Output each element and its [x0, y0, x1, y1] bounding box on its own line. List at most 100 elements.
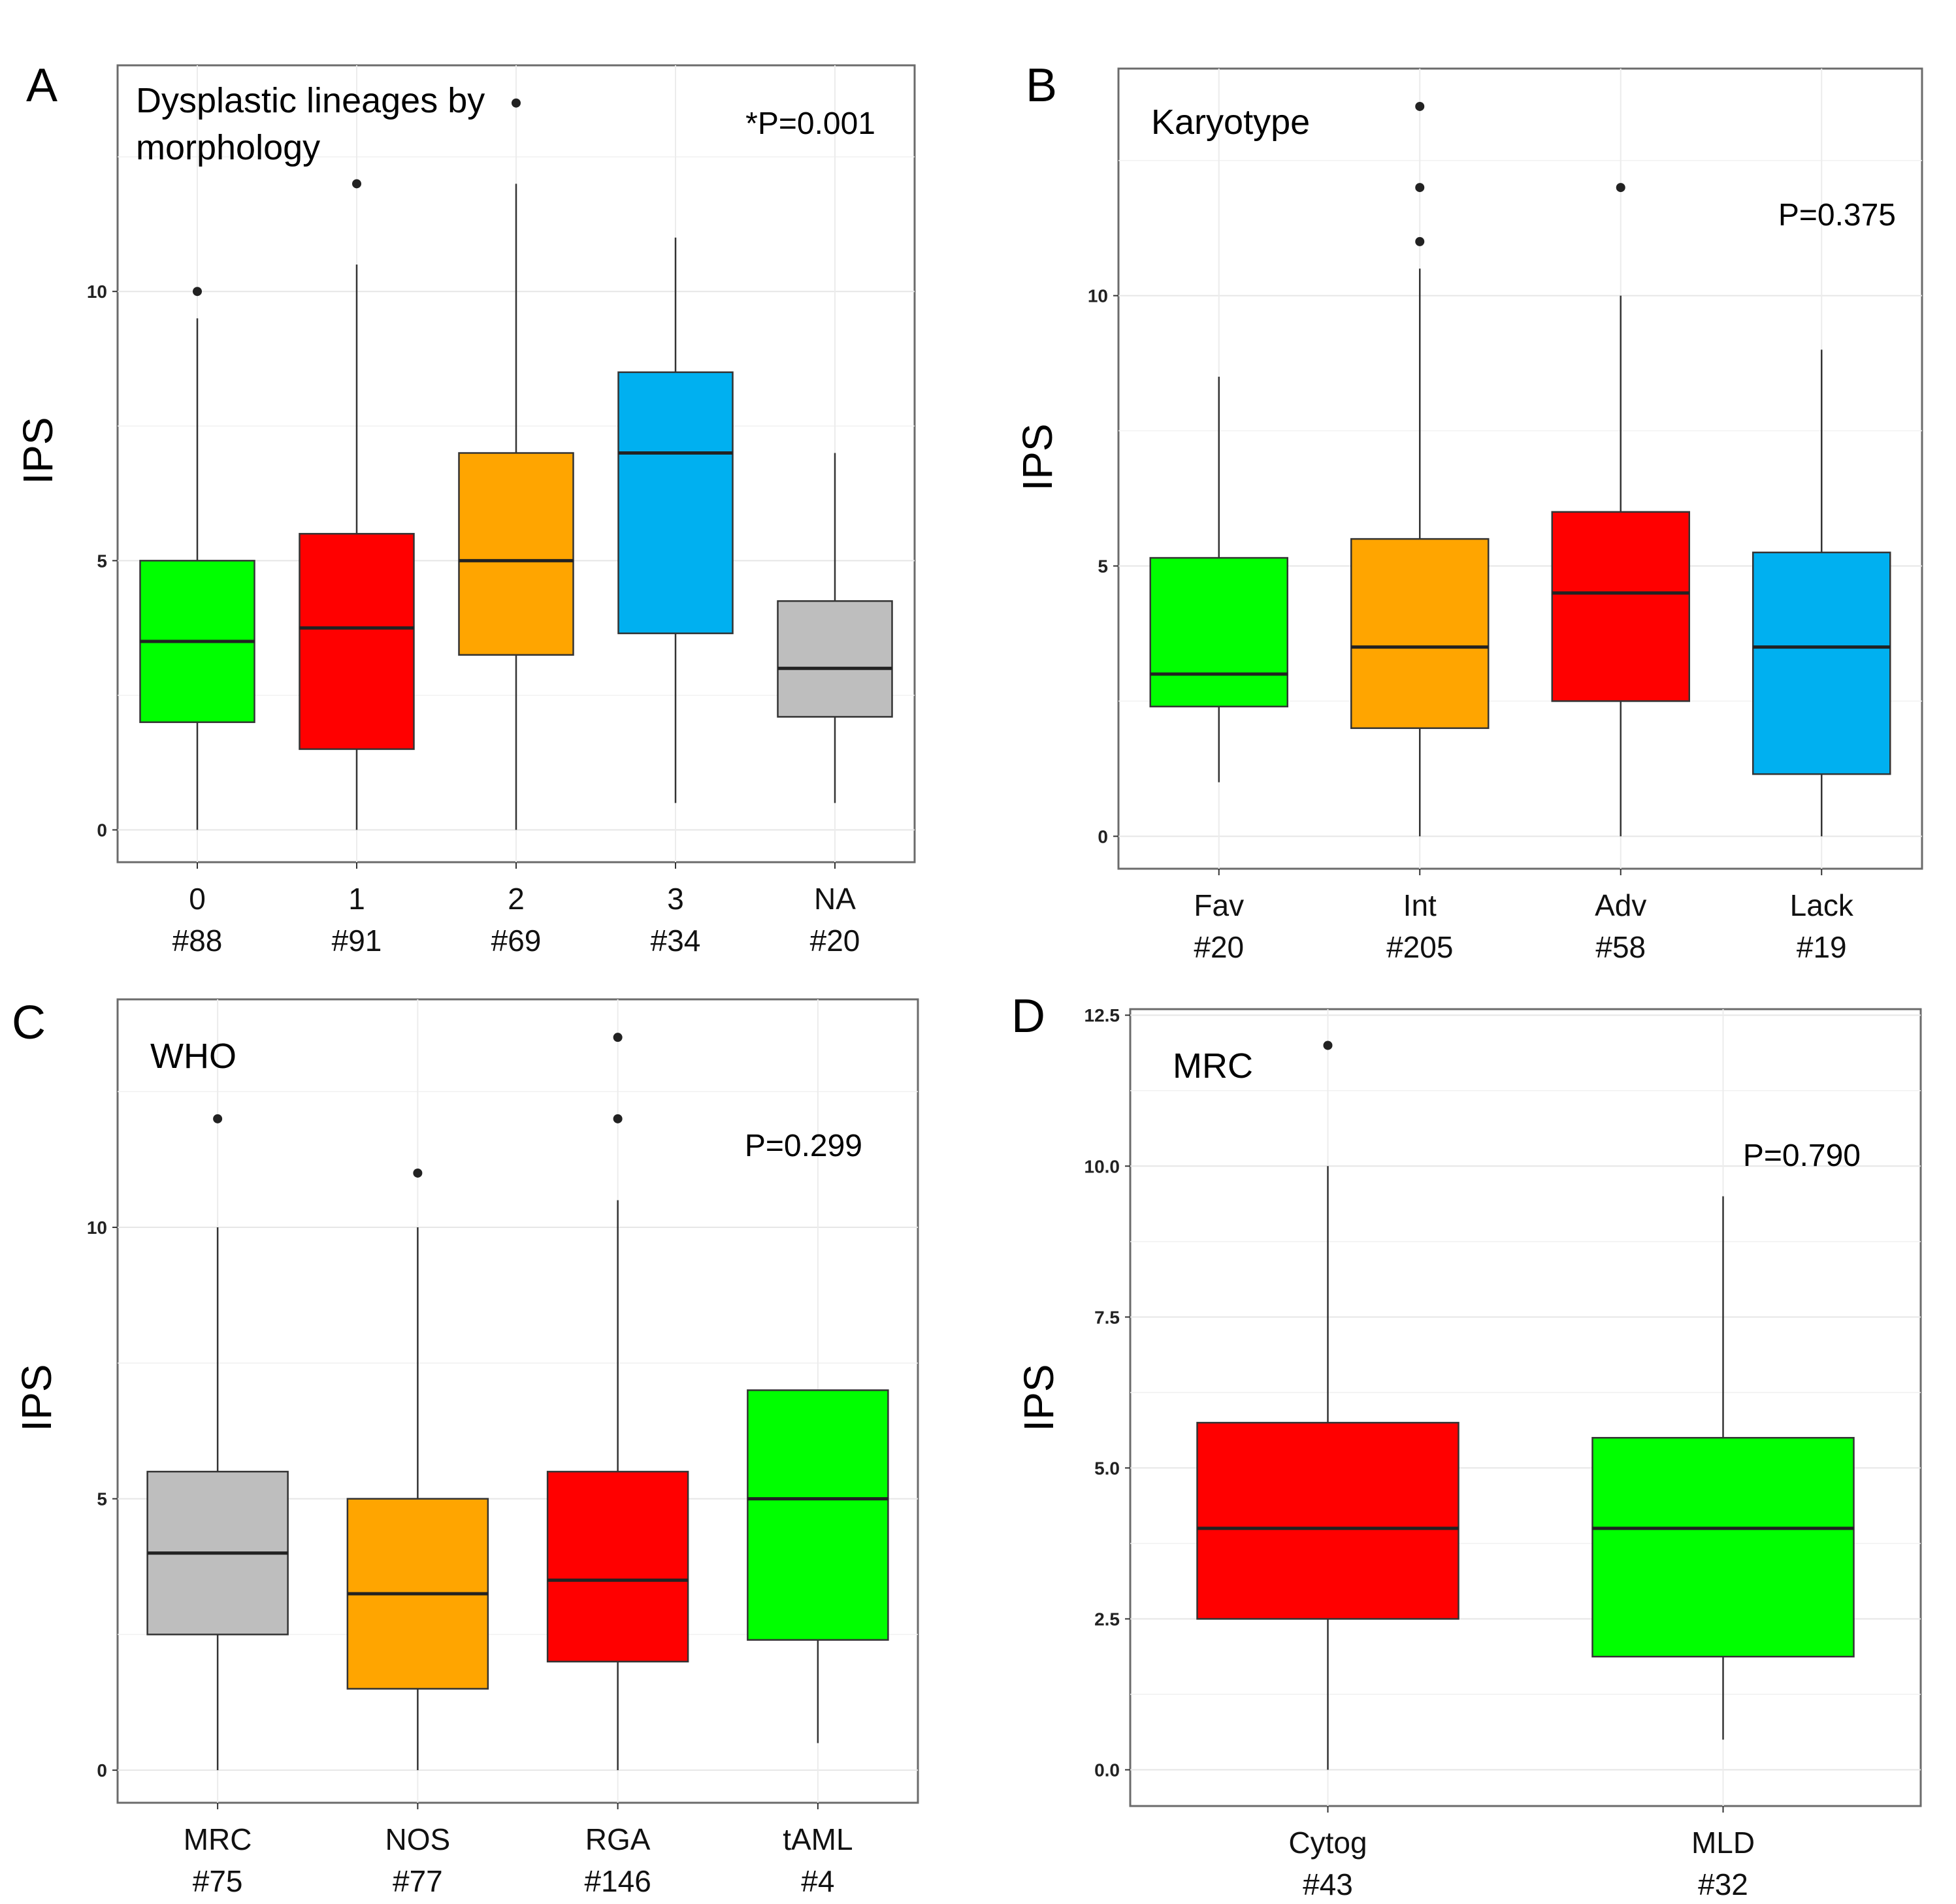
outlier-point — [1415, 101, 1425, 111]
y-tick-label: 7.5 — [1094, 1307, 1120, 1327]
y-tick-label: 10 — [1088, 286, 1108, 306]
x-category-label: 1 — [348, 882, 365, 916]
x-ticks-b: Fav #20 Int #205 Adv #58 Lack #19 — [1194, 869, 1854, 964]
iqr-box — [777, 600, 893, 718]
x-count-label: #20 — [1194, 930, 1244, 964]
iqr-box — [1149, 557, 1288, 707]
panel-letter-b: B — [1026, 59, 1057, 112]
outlier-point — [413, 1168, 423, 1178]
box-b-1 — [1350, 101, 1490, 837]
box-a-1 — [299, 179, 415, 830]
x-count-label: #75 — [193, 1864, 243, 1898]
box-a-2 — [458, 98, 574, 830]
p-value-a: *P=0.001 — [745, 106, 875, 141]
x-category-label: Lack — [1790, 888, 1854, 922]
panel-title-c: WHO — [150, 1037, 236, 1076]
x-count-label: #58 — [1595, 930, 1646, 964]
gridlines-d — [1130, 1009, 1921, 1806]
x-count-label: #146 — [584, 1864, 651, 1898]
x-count-label: #19 — [1797, 930, 1847, 964]
x-category-label: NA — [814, 882, 856, 916]
x-count-label: #32 — [1698, 1867, 1748, 1901]
iqr-box — [747, 1389, 889, 1641]
y-axis-label-d: IPS — [1015, 1364, 1062, 1431]
x-count-label: #77 — [393, 1864, 443, 1898]
y-tick-label: 0.0 — [1094, 1760, 1120, 1781]
plot-frame-c — [116, 998, 919, 1804]
panel-title-a-line2: morphology — [136, 128, 320, 167]
outlier-point — [193, 287, 202, 297]
panel-a: A IPS 0 5 10 0 #88 1 #91 2 #69 3 #34 NA #20 Dysplas… — [14, 59, 916, 958]
y-tick-label: 10 — [87, 1218, 107, 1238]
y-tick-label: 5 — [97, 551, 107, 571]
panel-d: D IPS 0.0 2.5 5.0 7.5 10.0 12.5 Cytog #43 MLD #3… — [1011, 990, 1922, 1901]
outlier-point — [213, 1114, 223, 1123]
outlier-point — [1415, 236, 1425, 246]
iqr-box — [299, 532, 415, 750]
y-tick-label: 0 — [1098, 826, 1108, 847]
x-ticks-c: MRC #75 NOS #77 RGA #146 tAML #4 — [184, 1803, 853, 1898]
x-count-label: #205 — [1386, 930, 1453, 964]
panel-c: C IPS 0 5 10 MRC #75 NOS #77 RGA #146 tAML #4 WHO… — [12, 997, 919, 1898]
x-category-label: 0 — [189, 882, 206, 916]
box-d-0 — [1196, 1041, 1459, 1770]
outlier-point — [1323, 1041, 1333, 1050]
iqr-box — [1551, 511, 1690, 702]
y-axis-label-c: IPS — [13, 1364, 60, 1431]
iqr-box — [617, 371, 734, 634]
panel-letter-a: A — [26, 59, 57, 112]
y-tick-label: 10 — [87, 282, 107, 302]
panel-title-a-line1: Dysplastic lineages by — [136, 81, 485, 120]
iqr-box — [1591, 1436, 1855, 1658]
p-value-b: P=0.375 — [1778, 198, 1896, 233]
x-category-label: 2 — [508, 882, 525, 916]
box-a-4 — [777, 453, 893, 803]
iqr-box — [458, 452, 574, 656]
x-ticks-a: 0 #88 1 #91 2 #69 3 #34 NA #20 — [172, 862, 860, 958]
x-count-label: #88 — [172, 924, 223, 958]
outlier-point — [613, 1033, 623, 1042]
x-category-label: Adv — [1595, 888, 1646, 922]
y-ticks-b: 0 5 10 — [1088, 286, 1118, 847]
panel-letter-d: D — [1011, 990, 1045, 1042]
y-tick-label: 0 — [97, 1760, 107, 1781]
boxes-a — [139, 98, 893, 830]
plot-frame-d — [1129, 1008, 1922, 1807]
y-axis-label-a: IPS — [14, 417, 61, 484]
plot-frame-b — [1117, 67, 1923, 870]
boxes-c — [146, 1033, 889, 1771]
x-category-label: 3 — [667, 882, 684, 916]
x-category-label: RGA — [585, 1822, 651, 1856]
outlier-point — [1415, 183, 1425, 193]
p-value-d: P=0.790 — [1743, 1138, 1861, 1173]
box-b-3 — [1752, 349, 1891, 837]
y-tick-label: 5.0 — [1094, 1458, 1120, 1478]
box-c-3 — [747, 1389, 889, 1743]
x-category-label: Int — [1403, 888, 1437, 922]
box-c-1 — [346, 1168, 489, 1771]
outlier-point — [352, 179, 361, 189]
x-category-label: Fav — [1194, 888, 1244, 922]
panel-b: B IPS 0 5 10 Fav #20 Int #205 Adv #58 Lack #19 Ka… — [1014, 59, 1923, 964]
x-count-label: #91 — [332, 924, 382, 958]
y-tick-label: 5 — [97, 1489, 107, 1509]
y-ticks-c: 0 5 10 — [87, 1218, 118, 1781]
x-count-label: #4 — [801, 1864, 834, 1898]
x-count-label: #20 — [810, 924, 860, 958]
y-tick-label: 5 — [1098, 556, 1108, 576]
boxes-d — [1196, 1041, 1855, 1770]
x-category-label: tAML — [783, 1822, 853, 1856]
panel-letter-c: C — [12, 997, 46, 1049]
iqr-box — [1350, 538, 1490, 730]
x-ticks-d: Cytog #43 MLD #32 — [1288, 1806, 1755, 1901]
box-b-0 — [1149, 376, 1288, 783]
y-tick-label: 10.0 — [1084, 1156, 1120, 1176]
boxes-b — [1149, 101, 1891, 837]
outlier-point — [613, 1114, 623, 1123]
panel-title-d: MRC — [1173, 1046, 1253, 1086]
outlier-point — [1616, 183, 1625, 193]
x-count-label: #34 — [651, 924, 701, 958]
panel-title-b: Karyotype — [1151, 103, 1310, 142]
y-tick-label: 12.5 — [1084, 1005, 1120, 1025]
